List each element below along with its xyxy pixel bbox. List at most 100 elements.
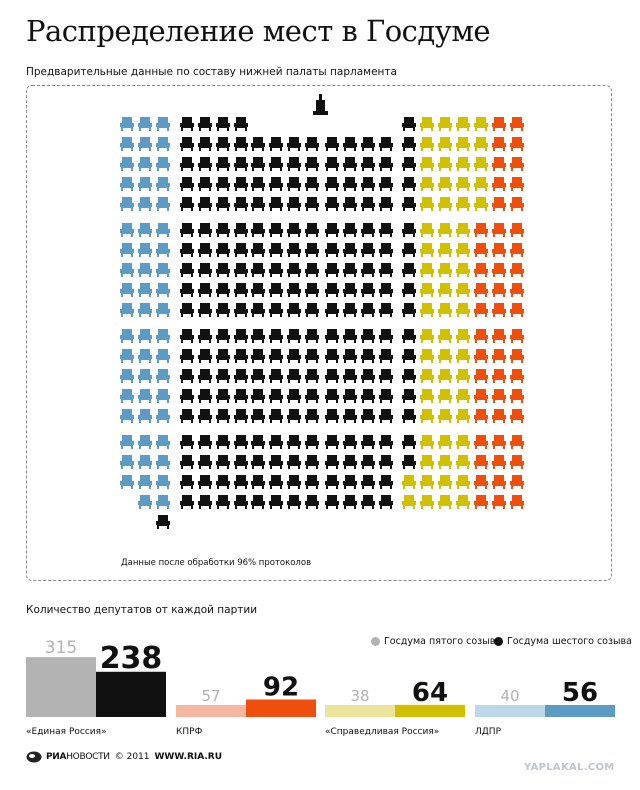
seat-ldpr	[120, 157, 134, 171]
seat-sr	[456, 117, 470, 131]
seat-er	[180, 369, 194, 383]
seat-er	[180, 263, 194, 277]
processing-note: Данные после обработки 96% протоколов	[121, 558, 312, 568]
seat-er	[216, 243, 230, 257]
seat-er	[402, 303, 416, 317]
seat-sr	[456, 475, 470, 489]
seat-kprf	[474, 223, 488, 237]
value-label-sixth-kprf: 92	[263, 673, 299, 703]
seat-er	[251, 137, 265, 151]
seat-er	[379, 243, 393, 257]
seat-sr	[456, 243, 470, 257]
seat-sr	[438, 409, 452, 423]
seat-kprf	[492, 177, 506, 191]
seat-er	[379, 223, 393, 237]
legend-sixth-swatch	[494, 637, 503, 646]
seat-er	[361, 137, 375, 151]
seat-kprf	[510, 435, 524, 449]
site-link[interactable]: WWW.RIA.RU	[154, 752, 223, 762]
seat-er	[216, 329, 230, 343]
seat-er	[216, 117, 230, 131]
seat-er	[379, 197, 393, 211]
seat-er	[251, 495, 265, 509]
seat-kprf	[510, 369, 524, 383]
seat-er	[305, 409, 319, 423]
legend-fifth-swatch	[371, 637, 380, 646]
seat-er	[343, 349, 357, 363]
seat-ldpr	[138, 389, 152, 403]
seat-er	[361, 197, 375, 211]
seat-ldpr	[138, 455, 152, 469]
seat-er	[269, 329, 283, 343]
seat-kprf	[510, 329, 524, 343]
seat-er	[216, 283, 230, 297]
seat-kprf	[492, 283, 506, 297]
seat-er	[198, 409, 212, 423]
seat-kprf	[510, 137, 524, 151]
seat-sr	[438, 263, 452, 277]
seat-sr	[456, 283, 470, 297]
seat-er	[343, 197, 357, 211]
seat-er	[216, 409, 230, 423]
seat-er	[251, 475, 265, 489]
seat-er	[325, 283, 339, 297]
bar-fifth-ldpr	[475, 705, 545, 717]
seat-er	[269, 389, 283, 403]
seating-hall-panel: Данные после обработки 96% протоколов	[26, 85, 612, 581]
seat-sr	[420, 475, 434, 489]
seat-er	[234, 303, 248, 317]
seat-er	[216, 177, 230, 191]
seat-sr	[456, 137, 470, 151]
seat-er	[379, 329, 393, 343]
seat-sr	[438, 435, 452, 449]
seat-ldpr	[138, 177, 152, 191]
seat-er	[198, 475, 212, 489]
seat-er	[343, 409, 357, 423]
seat-er	[234, 243, 248, 257]
seat-ldpr	[138, 409, 152, 423]
seat-er	[180, 349, 194, 363]
seat-er	[402, 455, 416, 469]
seat-er	[180, 197, 194, 211]
seat-er	[198, 329, 212, 343]
seat-er	[379, 157, 393, 171]
seat-sr	[438, 157, 452, 171]
seat-er	[269, 495, 283, 509]
seat-ldpr	[156, 349, 170, 363]
seat-er	[180, 243, 194, 257]
seat-kprf	[510, 157, 524, 171]
seat-sr	[420, 243, 434, 257]
seat-er	[361, 283, 375, 297]
seat-er	[216, 369, 230, 383]
seat-er	[234, 495, 248, 509]
seat-er	[216, 475, 230, 489]
seat-sr	[456, 349, 470, 363]
seat-er	[287, 223, 301, 237]
seat-ldpr	[156, 157, 170, 171]
seat-ldpr	[138, 283, 152, 297]
ria-logo-text: РИАНОВОСТИ	[46, 752, 110, 762]
seat-er	[269, 369, 283, 383]
seat-er	[379, 369, 393, 383]
seat-er	[361, 389, 375, 403]
seat-er	[198, 455, 212, 469]
seat-kprf	[474, 243, 488, 257]
seat-er	[402, 177, 416, 191]
seat-er	[216, 137, 230, 151]
bar-sixth-sr	[395, 704, 465, 717]
seat-ldpr	[120, 409, 134, 423]
seat-sr	[438, 283, 452, 297]
seat-er	[251, 263, 265, 277]
seat-er	[361, 435, 375, 449]
seat-sr	[474, 197, 488, 211]
seat-er	[305, 243, 319, 257]
bar-fifth-sr	[325, 705, 395, 717]
seat-kprf	[492, 263, 506, 277]
seat-ldpr	[120, 177, 134, 191]
seat-ldpr	[156, 283, 170, 297]
seat-er	[251, 455, 265, 469]
seat-kprf	[492, 223, 506, 237]
seat-er	[198, 117, 212, 131]
seat-kprf	[474, 283, 488, 297]
seat-kprf	[510, 197, 524, 211]
